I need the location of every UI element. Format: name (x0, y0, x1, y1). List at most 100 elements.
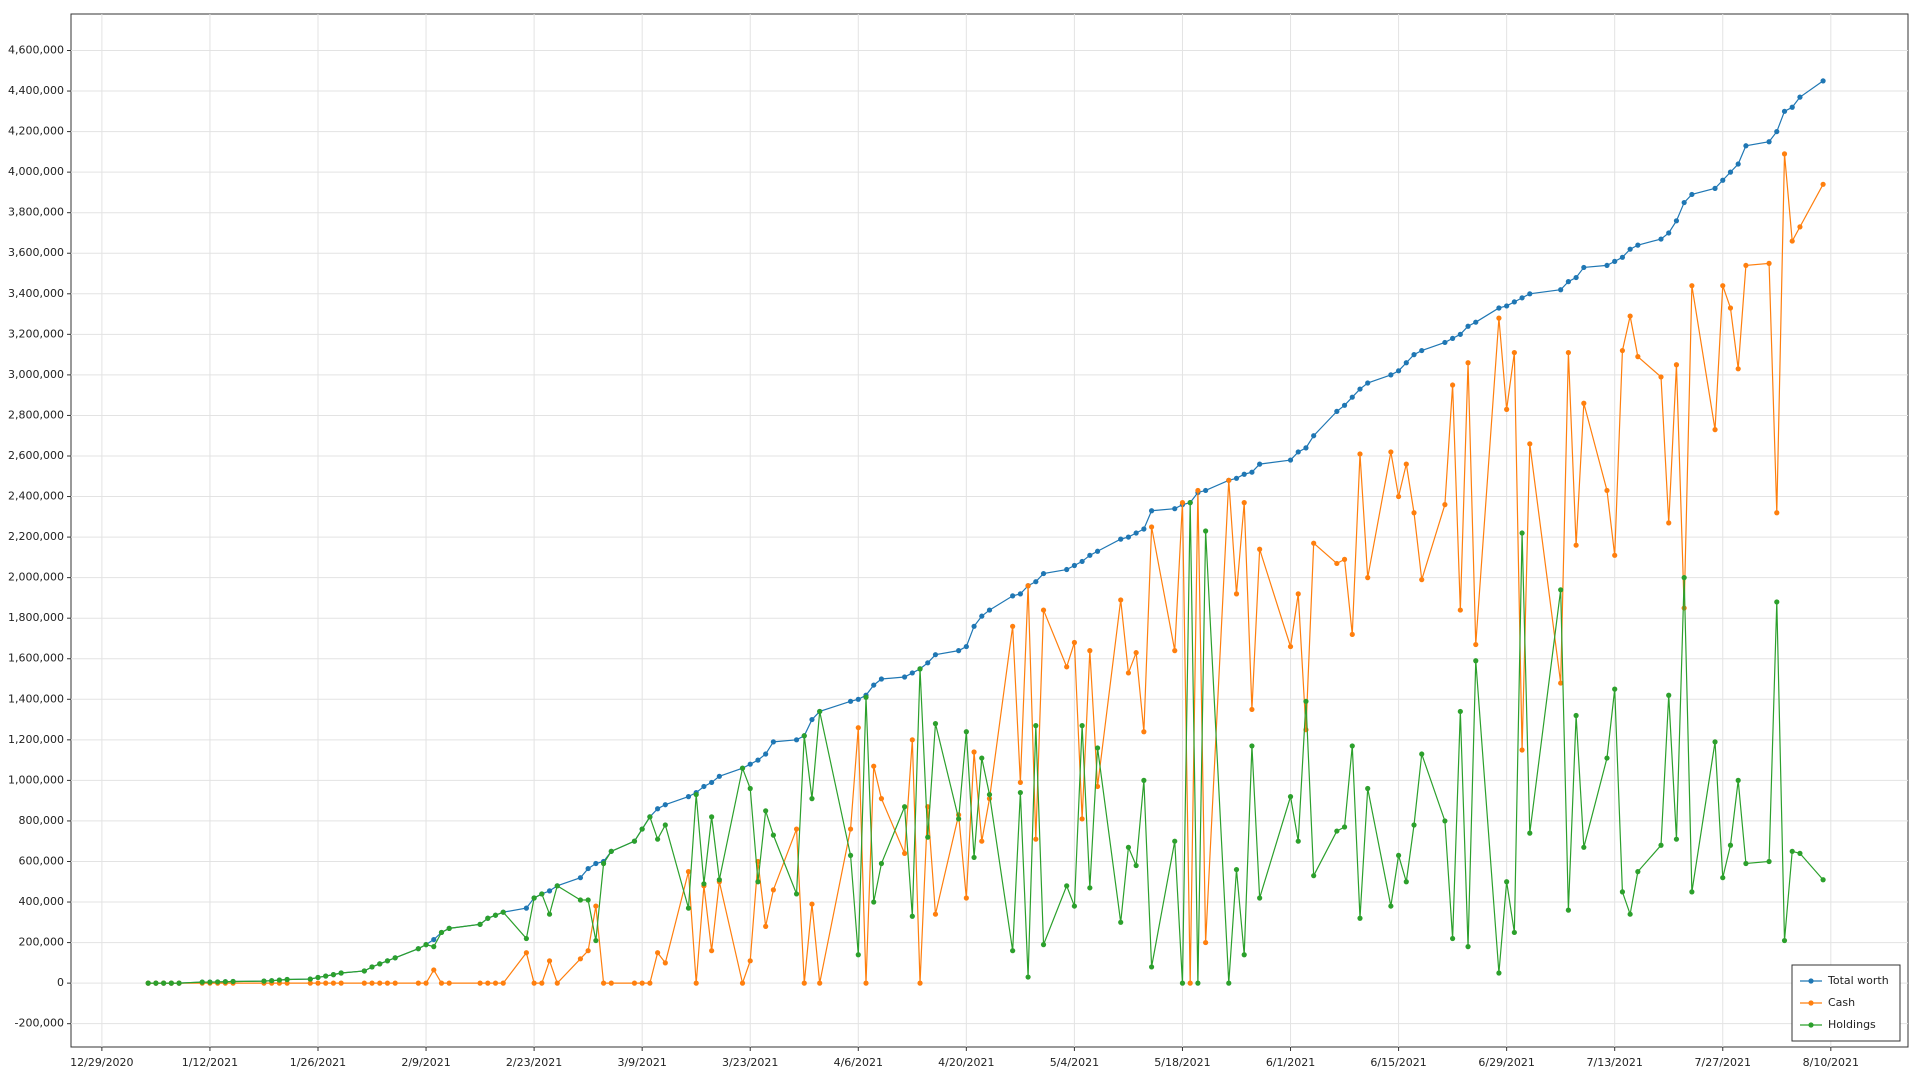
data-point (1820, 877, 1826, 883)
data-point (1395, 852, 1402, 859)
data-point (1450, 335, 1456, 341)
data-point (1148, 964, 1155, 970)
data-point (176, 980, 182, 986)
data-point (1581, 844, 1587, 850)
x-tick-label: 4/6/2021 (834, 1056, 883, 1069)
data-point (1064, 664, 1070, 670)
data-point (1527, 830, 1533, 836)
x-tick-label: 1/12/2021 (182, 1056, 238, 1069)
data-point (963, 729, 969, 735)
data-point (1565, 279, 1571, 285)
data-point (871, 682, 877, 688)
data-point (315, 974, 321, 981)
data-point (1040, 607, 1047, 613)
data-point (168, 980, 174, 986)
data-point (323, 980, 329, 986)
data-point (709, 814, 715, 820)
y-tick-label: 3,600,000 (8, 246, 64, 259)
data-point (655, 950, 661, 956)
data-point (1612, 258, 1618, 264)
data-point (1820, 181, 1826, 187)
data-point (685, 794, 692, 800)
data-point (701, 783, 707, 790)
data-point (431, 936, 437, 943)
data-point (1666, 692, 1672, 698)
data-point (1442, 818, 1448, 824)
data-point (207, 979, 213, 985)
data-point (593, 937, 599, 944)
data-point (1519, 530, 1525, 536)
data-point (1720, 875, 1726, 881)
grid (71, 14, 1908, 1047)
data-point (276, 977, 282, 983)
data-point (1395, 493, 1402, 500)
data-point (1666, 520, 1672, 526)
data-point (523, 935, 529, 942)
data-point (554, 980, 560, 986)
data-point (847, 826, 854, 832)
data-point (1311, 873, 1317, 879)
data-point (1365, 785, 1371, 792)
data-point (608, 848, 614, 854)
data-point (901, 850, 908, 856)
data-point (1010, 948, 1016, 954)
data-point (431, 944, 437, 950)
y-tick-label: 4,400,000 (8, 84, 64, 97)
data-point (531, 980, 537, 986)
data-point (1681, 575, 1687, 581)
data-point (1087, 885, 1093, 891)
data-point (901, 674, 908, 680)
y-tick-label: 2,800,000 (8, 408, 64, 421)
data-point (755, 757, 761, 763)
data-point (1558, 680, 1564, 686)
data-point (901, 804, 908, 810)
data-point (1727, 305, 1734, 311)
data-point (1781, 151, 1788, 157)
data-point (1094, 783, 1101, 790)
data-point (770, 739, 776, 745)
data-point (1457, 607, 1463, 613)
data-point (1411, 510, 1417, 516)
data-point (438, 929, 445, 936)
data-point (685, 905, 692, 911)
data-point (747, 785, 753, 792)
data-point (1727, 169, 1734, 175)
data-point (1419, 577, 1425, 583)
data-point (763, 751, 769, 757)
data-point (1349, 631, 1355, 638)
data-point (1681, 199, 1687, 206)
data-point (925, 660, 931, 666)
y-tick-label: 1,600,000 (8, 652, 64, 665)
data-point (871, 899, 877, 905)
data-point (1781, 937, 1788, 944)
data-point (986, 607, 993, 613)
y-tick-label: -200,000 (15, 1017, 64, 1030)
data-point (539, 891, 545, 897)
data-point (1689, 283, 1695, 289)
data-point (377, 980, 383, 986)
data-point (1187, 500, 1193, 506)
data-point (701, 881, 707, 887)
data-point (1017, 591, 1023, 597)
data-point (956, 816, 962, 822)
y-tick-label: 400,000 (19, 895, 65, 908)
data-point (1388, 903, 1394, 909)
data-point (1473, 641, 1479, 648)
data-point (739, 765, 746, 771)
y-tick-label: 1,800,000 (8, 611, 64, 624)
data-point (1071, 903, 1078, 909)
data-point (1766, 139, 1772, 145)
data-point (377, 961, 383, 967)
data-point (1658, 842, 1664, 848)
data-point (639, 826, 645, 832)
data-point (1673, 218, 1680, 224)
data-point (1774, 510, 1780, 516)
y-tick-label: 3,400,000 (8, 287, 64, 300)
data-point (1071, 562, 1078, 569)
data-point (855, 725, 861, 731)
data-point (1249, 706, 1255, 713)
data-point (307, 976, 313, 982)
data-point (446, 925, 452, 931)
data-point (1565, 907, 1571, 913)
